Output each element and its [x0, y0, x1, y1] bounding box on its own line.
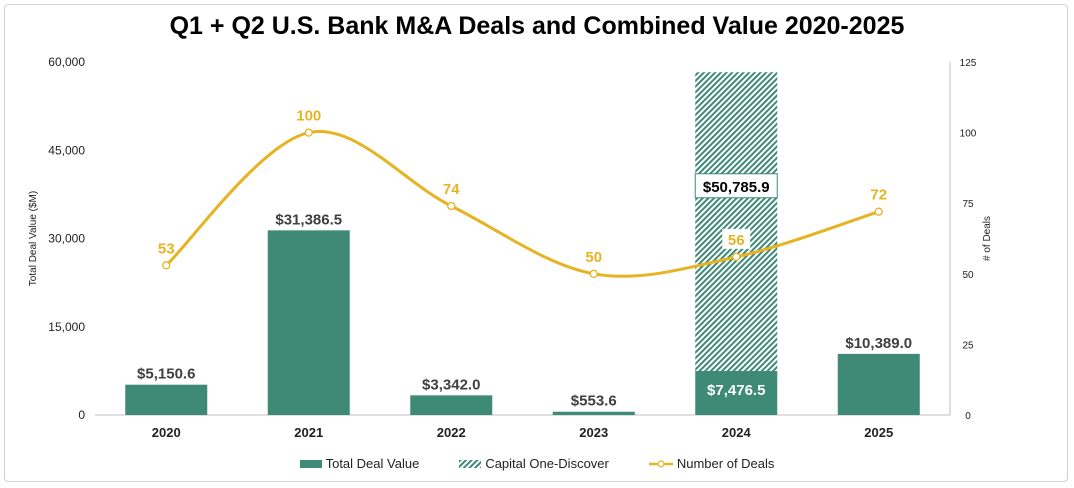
bar-data-label: $50,785.9 [703, 179, 770, 196]
bar-data-label: $5,150.6 [137, 366, 195, 383]
x-tick-label: 2022 [437, 425, 466, 440]
line-number-of-deals [165, 130, 880, 278]
legend-swatch-hatched [459, 459, 482, 468]
line-point [304, 128, 313, 137]
y-tick-label: 30,000 [48, 232, 85, 246]
chart-frame [4, 4, 1068, 482]
legend-item-number-of-deals: Number of Deals [648, 456, 775, 471]
line-data-label: 100 [296, 108, 321, 125]
y-tick-label: 60,000 [48, 55, 85, 69]
y2-tick-label: 125 [960, 58, 977, 69]
legend: Total Deal Value Capital One-Discover Nu… [0, 456, 1074, 471]
line-data-label: 53 [158, 240, 175, 257]
bar-total-deal-value [125, 384, 208, 415]
line-data-label: 56 [728, 232, 745, 249]
bar-total-deal-value [695, 371, 778, 415]
bar-total-deal-value [552, 411, 635, 415]
legend-item-capital-one-discover: Capital One-Discover [459, 456, 609, 471]
bar-data-label: $7,476.5 [707, 382, 765, 399]
line-point [589, 269, 598, 278]
y2-tick-label: 100 [960, 129, 977, 140]
x-tick-label: 2025 [864, 425, 893, 440]
y2-tick-label: 25 [962, 340, 974, 351]
legend-swatch-line [648, 459, 673, 468]
bar-capital-one-discover [695, 72, 778, 372]
bar-data-label-box [694, 173, 778, 199]
y-tick-label: 0 [78, 408, 85, 422]
y-axis-title: Total Deal Value ($M) [28, 191, 39, 286]
y2-tick-label: 75 [962, 199, 974, 210]
bar-total-deal-value [837, 353, 920, 415]
x-tick-label: 2023 [579, 425, 608, 440]
x-tick-label: 2024 [722, 425, 752, 440]
y2-tick-label: 50 [962, 270, 974, 281]
bar-data-label: $3,342.0 [422, 376, 480, 393]
bar-total-deal-value [267, 230, 350, 415]
y-tick-label: 15,000 [48, 320, 85, 334]
x-tick-label: 2020 [152, 425, 181, 440]
line-point [732, 252, 741, 262]
line-point [447, 201, 456, 211]
y-tick-label: 45,000 [48, 143, 85, 157]
bar-data-label: $553.6 [571, 393, 617, 410]
bar-total-deal-value [410, 395, 493, 415]
line-point [874, 207, 883, 216]
line-data-label: 72 [870, 187, 887, 204]
line-point [162, 261, 171, 270]
x-tick-label: 2021 [294, 425, 323, 440]
y2-tick-label: 0 [965, 411, 971, 422]
legend-swatch-solid [299, 459, 322, 468]
legend-label: Capital One-Discover [485, 456, 609, 471]
bar-data-label: $31,386.5 [275, 211, 342, 228]
line-data-label: 74 [443, 181, 460, 198]
legend-label: Number of Deals [676, 456, 775, 471]
y2-axis-title: # of Deals [982, 216, 993, 261]
legend-label: Total Deal Value [325, 456, 420, 471]
legend-item-total-deal-value: Total Deal Value [299, 456, 420, 471]
bar-data-label: $10,389.0 [845, 335, 912, 352]
line-data-label: 50 [585, 249, 602, 266]
chart-title: Q1 + Q2 U.S. Bank M&A Deals and Combined… [169, 12, 905, 40]
line-label-box [722, 228, 751, 249]
